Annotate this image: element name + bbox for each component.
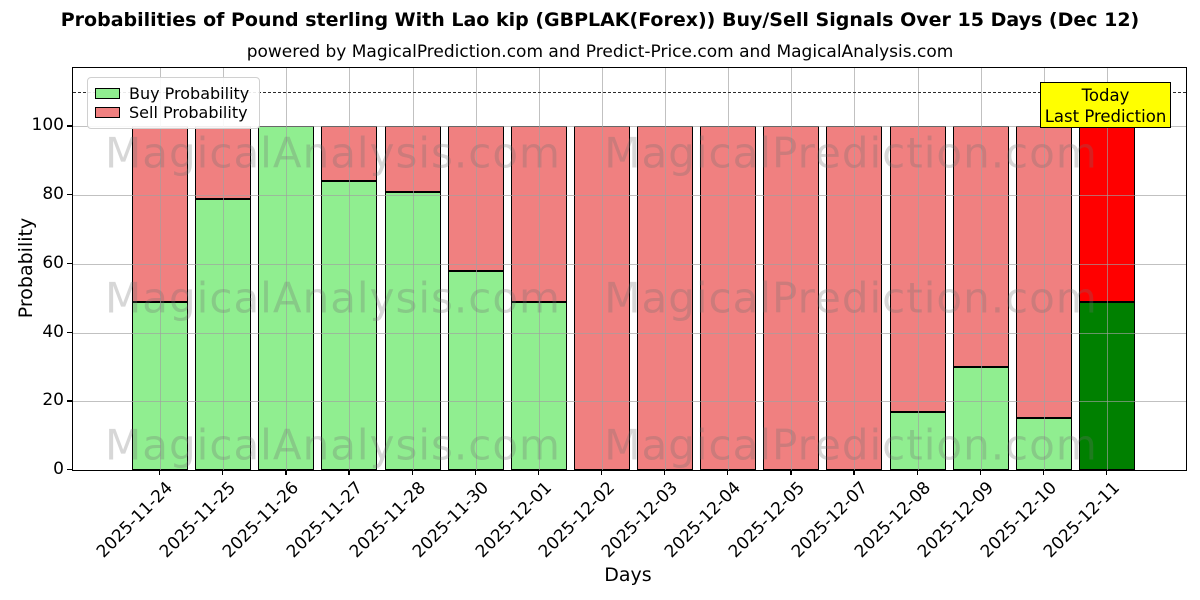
x-gridline-2025-12-03 [665, 68, 667, 470]
y-gridline-100 [73, 126, 1186, 128]
y-tick-mark-20 [67, 400, 72, 402]
x-gridline-2025-11-27 [349, 68, 351, 470]
today-annotation-line1: Today [1081, 86, 1130, 105]
x-gridline-2025-12-01 [538, 68, 540, 470]
x-gridline-2025-11-26 [286, 68, 288, 470]
x-gridline-2025-11-24 [160, 68, 161, 470]
x-gridline-2025-11-28 [412, 68, 414, 470]
legend-item-buy: Buy Probability [95, 84, 249, 103]
today-annotation: Today Last Prediction [1040, 82, 1171, 128]
x-tick-mark-2025-11-24 [159, 470, 161, 475]
legend-label-sell: Sell Probability [129, 103, 248, 122]
y-tick-mark-80 [67, 194, 72, 196]
x-tick-mark-2025-11-25 [222, 470, 224, 475]
watermark-right-row3: MagicalPrediction.com [604, 420, 1098, 470]
y-tick-mark-40 [67, 331, 72, 333]
x-gridline-2025-11-25 [223, 68, 225, 470]
y-gridline-60 [73, 263, 1186, 265]
x-gridline-2025-12-07 [854, 68, 856, 470]
chart-title: Probabilities of Pound sterling With Lao… [60, 9, 1140, 31]
y-gridline-80 [73, 195, 1186, 197]
x-gridline-2025-12-10 [1043, 68, 1045, 470]
x-tick-mark-2025-11-30 [474, 470, 476, 475]
x-tick-mark-2025-12-04 [727, 470, 729, 475]
y-tick-mark-100 [67, 125, 72, 127]
watermark-right-row1: MagicalPrediction.com [604, 128, 1098, 178]
y-tick-label-60: 60 [42, 252, 64, 273]
y-tick-label-20: 20 [42, 390, 64, 411]
chart-subtitle: powered by MagicalPrediction.com and Pre… [246, 42, 954, 62]
y-tick-label-0: 0 [53, 459, 64, 479]
x-gridline-2025-12-05 [791, 68, 793, 470]
x-gridline-2025-12-02 [601, 68, 603, 470]
buy-swatch-icon [95, 88, 120, 99]
x-gridline-2025-11-30 [475, 68, 477, 470]
x-gridline-2025-12-09 [980, 68, 982, 470]
watermark-left-row1: MagicalAnalysis.com [105, 128, 561, 178]
x-tick-mark-2025-12-11 [1106, 470, 1108, 475]
x-tick-mark-2025-12-07 [853, 470, 855, 475]
y-gridline-40 [73, 332, 1186, 334]
sell-swatch-icon [95, 107, 120, 118]
legend-label-buy: Buy Probability [129, 84, 250, 103]
y-gridline-20 [73, 401, 1186, 403]
watermark-left-row3: MagicalAnalysis.com [105, 420, 561, 470]
today-annotation-line2: Last Prediction [1044, 107, 1167, 126]
x-tick-mark-2025-12-09 [979, 470, 982, 475]
watermark-left-row2: MagicalAnalysis.com [105, 273, 561, 323]
x-tick-mark-2025-11-26 [285, 470, 287, 475]
x-tick-mark-2025-12-01 [537, 470, 540, 475]
x-tick-mark-2025-11-28 [411, 470, 413, 475]
x-gridline-2025-12-04 [728, 68, 730, 470]
x-gridline-2025-12-08 [917, 68, 919, 470]
y-tick-label-100: 100 [31, 115, 64, 136]
x-tick-mark-2025-12-05 [790, 470, 792, 475]
y-tick-mark-0 [67, 469, 72, 471]
x-tick-mark-2025-12-08 [916, 470, 918, 475]
x-tick-mark-2025-12-10 [1042, 470, 1045, 475]
watermark-right-row2: MagicalPrediction.com [604, 273, 1098, 323]
plot-area: Buy Probability Sell Probability Today La… [72, 67, 1187, 471]
x-tick-mark-2025-12-03 [664, 470, 666, 475]
x-tick-mark-2025-11-27 [348, 470, 350, 475]
legend-item-sell: Sell Probability [95, 103, 249, 122]
x-gridline-2025-12-11 [1107, 68, 1108, 470]
y-tick-mark-60 [67, 262, 72, 265]
legend: Buy Probability Sell Probability [87, 77, 261, 129]
x-axis-label: Days [604, 564, 652, 586]
y-tick-label-80: 80 [42, 184, 64, 205]
dashed-threshold-line [73, 92, 1186, 94]
y-tick-label-40: 40 [42, 321, 64, 342]
x-tick-mark-2025-12-02 [600, 470, 603, 475]
